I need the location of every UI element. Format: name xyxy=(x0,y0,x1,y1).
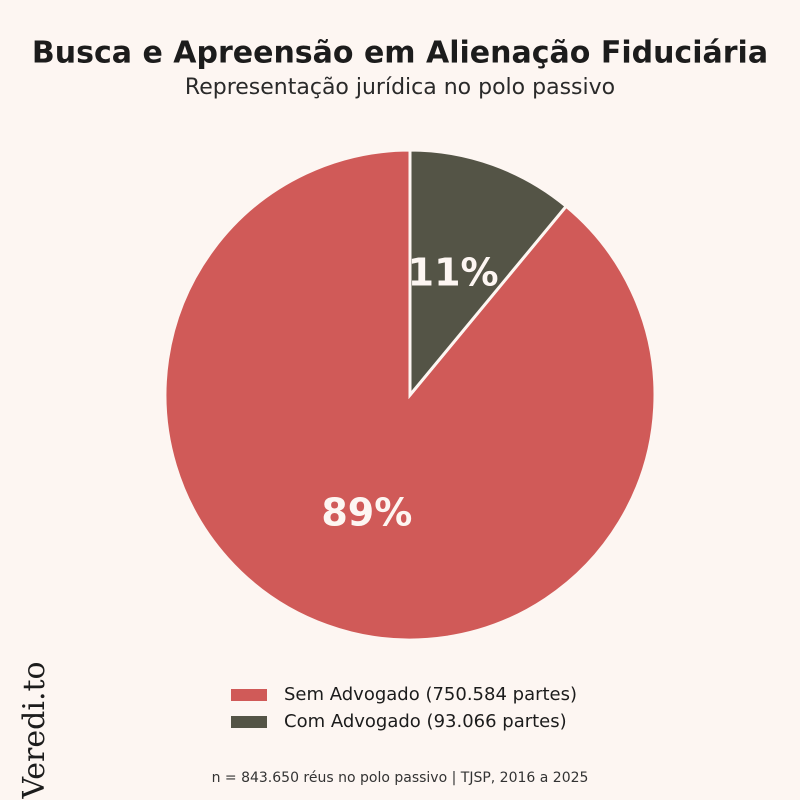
chart-subtitle: Representação jurídica no polo passivo xyxy=(185,75,615,100)
watermark: Veredi.to xyxy=(17,661,52,799)
slice-label: 11% xyxy=(408,251,499,295)
chart-title: Busca e Apreensão em Alienação Fiduciári… xyxy=(32,36,768,71)
pie-slice xyxy=(408,148,569,400)
footnote: n = 843.650 réus no polo passivo | TJSP,… xyxy=(212,770,589,786)
legend-swatch xyxy=(231,716,267,728)
legend-swatch xyxy=(231,689,267,701)
legend-label: Sem Advogado (750.584 partes) xyxy=(284,684,577,705)
slice-label: 89% xyxy=(321,490,412,534)
legend-label: Com Advogado (93.066 partes) xyxy=(284,711,567,732)
